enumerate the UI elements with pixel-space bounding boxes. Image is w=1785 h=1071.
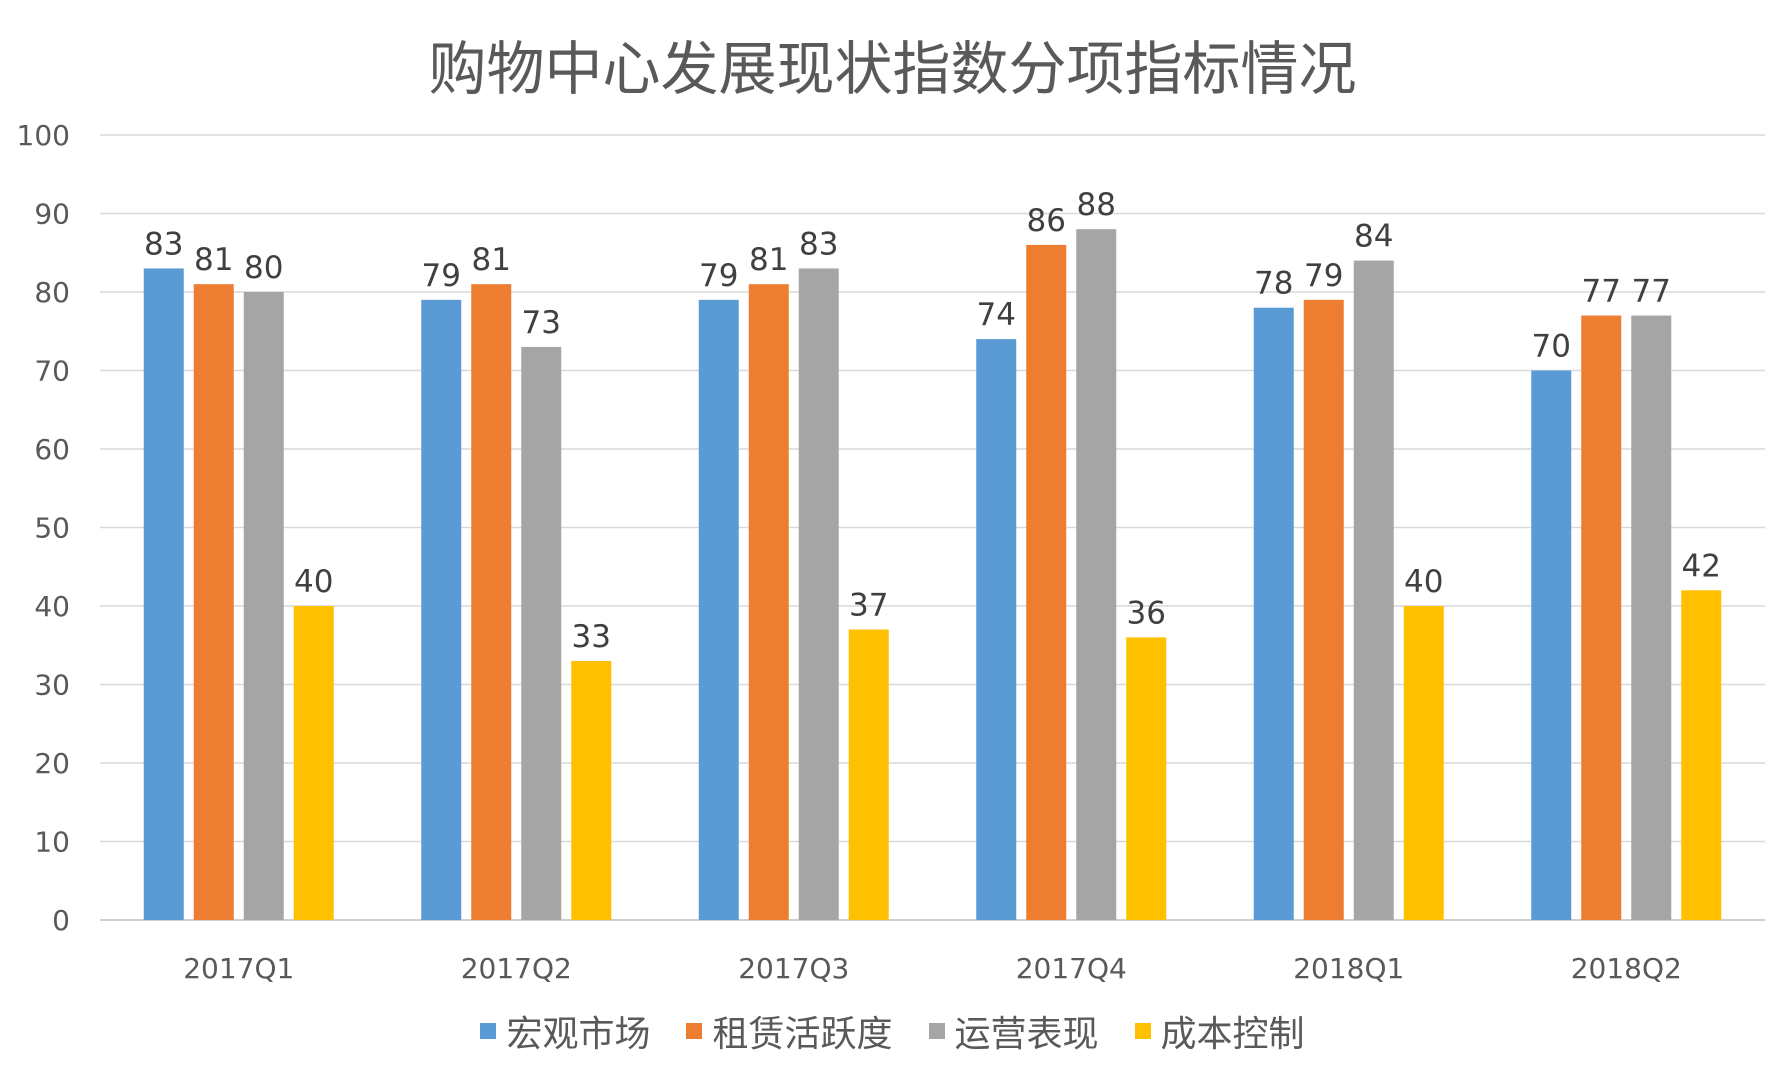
data-label: 78: [1254, 266, 1293, 302]
data-label: 79: [699, 258, 738, 294]
legend-item: 运营表现: [928, 1005, 1099, 1057]
x-tick-label: 2018Q2: [1571, 952, 1682, 985]
legend-item: 宏观市场: [480, 1005, 650, 1057]
data-label: 79: [1304, 258, 1343, 294]
bar: [421, 299, 462, 921]
data-label: 77: [1582, 274, 1621, 310]
data-label: 77: [1632, 274, 1671, 310]
x-tick-label: 2017Q4: [1016, 952, 1127, 985]
chart-title: 购物中心发展现状指数分项指标情况: [428, 35, 1357, 103]
y-tick-label: 20: [34, 747, 70, 780]
data-label: 81: [749, 242, 788, 278]
data-label: 88: [1077, 187, 1116, 223]
data-label: 86: [1027, 203, 1066, 239]
bar: [1631, 315, 1672, 920]
y-tick-label: 0: [52, 904, 70, 937]
bar: [143, 268, 184, 920]
data-label: 42: [1682, 548, 1721, 584]
data-label: 73: [522, 305, 561, 341]
y-tick-label: 50: [34, 512, 70, 545]
bar: [1531, 370, 1572, 920]
bar: [1353, 260, 1394, 921]
bar: [471, 284, 512, 920]
data-label: 83: [799, 226, 838, 262]
y-tick-label: 40: [34, 590, 70, 623]
legend-label: 宏观市场: [506, 1014, 651, 1055]
data-label: 74: [977, 297, 1016, 333]
bar: [521, 346, 562, 920]
bar: [1026, 244, 1067, 920]
bar: [798, 268, 839, 920]
bar: [848, 629, 889, 920]
data-label: 81: [472, 242, 511, 278]
bar: [1126, 637, 1167, 920]
x-tick-label: 2017Q1: [183, 952, 294, 985]
x-tick-label: 2018Q1: [1293, 952, 1404, 985]
bar: [1303, 299, 1344, 921]
data-label: 37: [849, 588, 888, 624]
bar: [748, 284, 789, 920]
y-tick-label: 30: [34, 669, 70, 702]
bar: [243, 292, 284, 920]
legend-label: 运营表现: [954, 1014, 1099, 1055]
data-label: 33: [572, 619, 611, 655]
y-tick-label: 60: [34, 433, 70, 466]
x-tick-label: 2017Q2: [461, 952, 572, 985]
legend-swatch: [928, 1023, 945, 1039]
bar: [976, 339, 1017, 921]
data-label: 70: [1532, 329, 1571, 365]
legend-swatch: [1134, 1023, 1151, 1039]
legend-item: 成本控制: [1134, 1005, 1305, 1057]
bar: [1076, 229, 1117, 920]
data-label: 79: [422, 258, 461, 294]
y-tick-label: 80: [34, 276, 70, 309]
bar: [698, 299, 739, 921]
bar: [193, 284, 234, 920]
bar: [1681, 590, 1722, 920]
legend-label: 租赁活跃度: [712, 1014, 893, 1055]
data-label: 40: [294, 564, 333, 600]
data-label: 80: [244, 250, 283, 286]
bar: [571, 660, 612, 920]
legend-swatch: [480, 1023, 497, 1039]
legend-swatch: [686, 1023, 703, 1039]
y-tick-label: 70: [34, 355, 70, 388]
chart-legend: 宏观市场 租赁活跃度 运营表现 成本控制: [0, 1005, 1785, 1057]
bar: [1403, 606, 1444, 920]
data-label: 83: [144, 226, 183, 262]
bar: [293, 606, 334, 920]
data-label: 81: [194, 242, 233, 278]
y-tick-label: 90: [34, 198, 70, 231]
y-tick-label: 10: [34, 826, 70, 859]
bar: [1253, 307, 1294, 920]
y-tick-label: 100: [17, 119, 70, 152]
data-label: 84: [1354, 219, 1393, 255]
data-label: 36: [1127, 595, 1166, 631]
x-tick-label: 2017Q3: [738, 952, 849, 985]
legend-item: 租赁活跃度: [686, 1005, 893, 1057]
legend-label: 成本控制: [1160, 1014, 1305, 1055]
bar: [1581, 315, 1622, 920]
data-label: 40: [1404, 564, 1443, 600]
